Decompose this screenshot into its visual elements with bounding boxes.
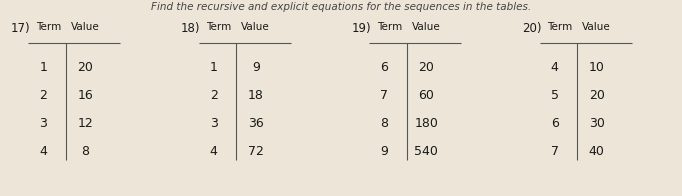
Text: 2: 2 — [40, 89, 47, 102]
Text: Term: Term — [35, 22, 61, 32]
Text: 30: 30 — [589, 117, 605, 130]
Text: Find the recursive and explicit equations for the sequences in the tables.: Find the recursive and explicit equation… — [151, 2, 531, 12]
Text: 1: 1 — [40, 61, 47, 74]
Text: Value: Value — [241, 22, 270, 32]
Text: 180: 180 — [414, 117, 438, 130]
Text: 540: 540 — [414, 145, 438, 158]
Text: Term: Term — [547, 22, 572, 32]
Text: 3: 3 — [40, 117, 47, 130]
Text: 4: 4 — [551, 61, 559, 74]
Text: 5: 5 — [551, 89, 559, 102]
Text: 6: 6 — [551, 117, 559, 130]
Text: 20): 20) — [522, 22, 542, 35]
Text: 16: 16 — [77, 89, 93, 102]
Text: 12: 12 — [77, 117, 93, 130]
Text: 40: 40 — [589, 145, 605, 158]
Text: 17): 17) — [10, 22, 30, 35]
Text: 10: 10 — [589, 61, 605, 74]
Text: 20: 20 — [418, 61, 434, 74]
Text: 20: 20 — [77, 61, 93, 74]
Text: 8: 8 — [81, 145, 89, 158]
Text: 1: 1 — [210, 61, 218, 74]
Text: 9: 9 — [252, 61, 260, 74]
Text: 7: 7 — [381, 89, 388, 102]
Text: 9: 9 — [381, 145, 388, 158]
Text: 4: 4 — [40, 145, 47, 158]
Text: 60: 60 — [418, 89, 434, 102]
Text: 2: 2 — [210, 89, 218, 102]
Text: 4: 4 — [210, 145, 218, 158]
Text: 20: 20 — [589, 89, 605, 102]
Text: 8: 8 — [381, 117, 388, 130]
Text: Value: Value — [582, 22, 611, 32]
Text: Value: Value — [412, 22, 441, 32]
Text: 6: 6 — [381, 61, 388, 74]
Text: Term: Term — [206, 22, 231, 32]
Text: 18: 18 — [248, 89, 264, 102]
Text: 19): 19) — [351, 22, 371, 35]
Text: Term: Term — [376, 22, 402, 32]
Text: 72: 72 — [248, 145, 264, 158]
Text: 7: 7 — [551, 145, 559, 158]
Text: 36: 36 — [248, 117, 264, 130]
Text: Value: Value — [71, 22, 100, 32]
Text: 18): 18) — [181, 22, 201, 35]
Text: 3: 3 — [210, 117, 218, 130]
